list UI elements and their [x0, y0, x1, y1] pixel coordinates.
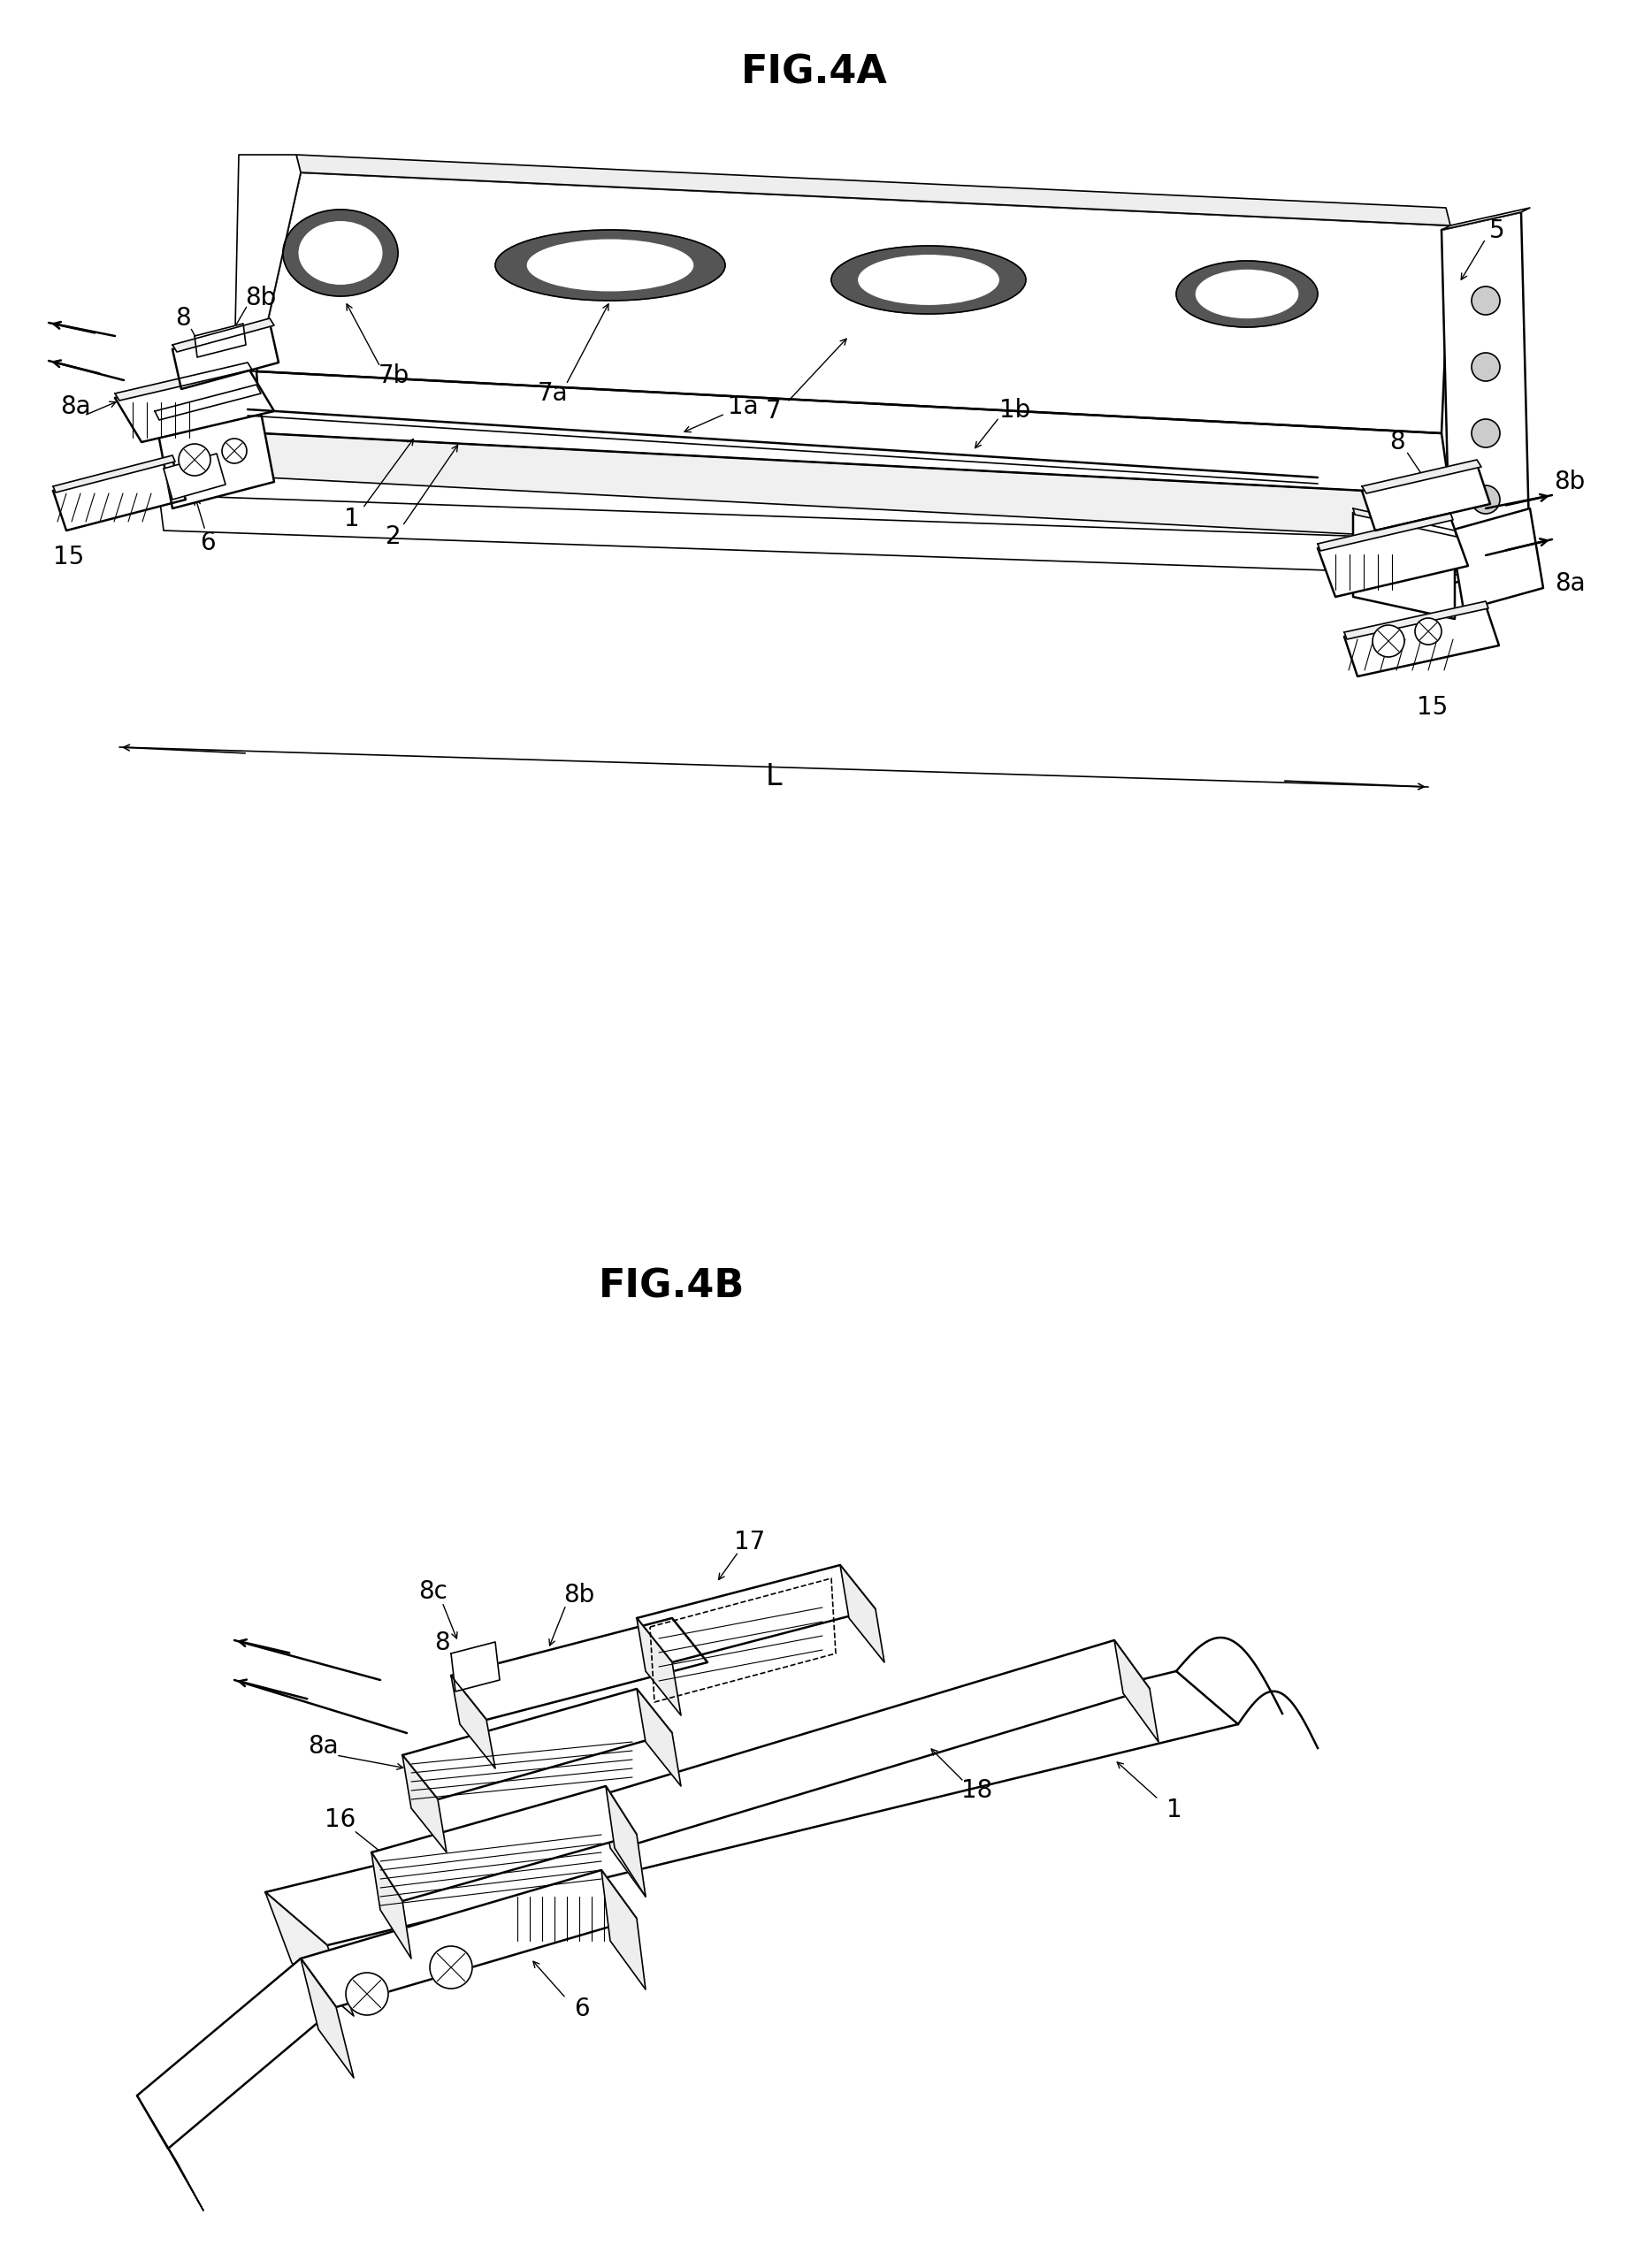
Ellipse shape: [528, 240, 692, 290]
Polygon shape: [402, 1690, 673, 1799]
Polygon shape: [1344, 606, 1499, 676]
Polygon shape: [371, 1787, 637, 1901]
Text: 15: 15: [1417, 694, 1448, 719]
Text: L: L: [766, 762, 782, 792]
Polygon shape: [637, 1690, 681, 1787]
Text: 8a: 8a: [1554, 572, 1585, 596]
Text: 6: 6: [200, 531, 215, 556]
Ellipse shape: [300, 222, 381, 284]
Polygon shape: [155, 390, 274, 508]
Text: 2: 2: [386, 524, 401, 549]
Polygon shape: [173, 322, 279, 390]
Polygon shape: [451, 1617, 707, 1719]
Text: 8a: 8a: [60, 395, 91, 420]
Circle shape: [1471, 485, 1500, 515]
Text: 15: 15: [54, 544, 85, 569]
Circle shape: [1416, 619, 1442, 644]
Polygon shape: [54, 456, 174, 492]
Polygon shape: [256, 172, 1450, 433]
Text: 8: 8: [1390, 429, 1406, 454]
Ellipse shape: [858, 256, 999, 304]
Polygon shape: [841, 1565, 885, 1662]
Polygon shape: [116, 363, 252, 401]
Polygon shape: [601, 1871, 645, 1989]
Text: 7a: 7a: [538, 381, 569, 406]
Polygon shape: [137, 1960, 336, 2148]
Polygon shape: [155, 386, 261, 420]
Polygon shape: [637, 1617, 681, 1715]
Text: 8c: 8c: [419, 1579, 448, 1603]
Text: 8b: 8b: [1554, 469, 1585, 494]
Polygon shape: [137, 2096, 204, 2211]
Polygon shape: [1354, 508, 1456, 538]
Polygon shape: [301, 1871, 637, 2007]
Circle shape: [430, 1946, 472, 1989]
Circle shape: [1471, 354, 1500, 381]
Polygon shape: [1442, 209, 1530, 229]
Polygon shape: [296, 154, 1450, 225]
Circle shape: [222, 438, 246, 463]
Polygon shape: [160, 494, 1458, 574]
Polygon shape: [601, 1640, 1150, 1844]
Ellipse shape: [831, 245, 1026, 313]
Polygon shape: [606, 1787, 645, 1896]
Text: 8a: 8a: [308, 1735, 339, 1758]
Ellipse shape: [495, 229, 725, 302]
Polygon shape: [301, 1960, 353, 2077]
Polygon shape: [1354, 513, 1455, 619]
Polygon shape: [1450, 508, 1543, 610]
Polygon shape: [1362, 465, 1491, 531]
Circle shape: [1373, 626, 1404, 658]
Text: 16: 16: [324, 1808, 357, 1833]
Polygon shape: [451, 1676, 495, 1769]
Polygon shape: [163, 454, 225, 499]
Text: 17: 17: [735, 1529, 766, 1554]
Polygon shape: [1318, 513, 1453, 551]
Polygon shape: [1442, 213, 1530, 583]
Polygon shape: [1362, 460, 1481, 494]
Circle shape: [179, 445, 210, 476]
Circle shape: [345, 1973, 388, 2014]
Polygon shape: [116, 367, 274, 442]
Text: 18: 18: [961, 1778, 992, 1803]
Ellipse shape: [1196, 270, 1298, 318]
Circle shape: [1471, 286, 1500, 315]
Polygon shape: [235, 154, 301, 372]
Text: 8: 8: [176, 306, 191, 331]
Ellipse shape: [1176, 261, 1318, 327]
Text: 6: 6: [573, 1996, 590, 2021]
Polygon shape: [266, 1672, 1238, 1946]
Text: 1a: 1a: [728, 395, 757, 420]
Text: 5: 5: [1489, 218, 1505, 243]
Circle shape: [1471, 420, 1500, 447]
Polygon shape: [1344, 601, 1489, 640]
Polygon shape: [601, 1794, 645, 1896]
Ellipse shape: [283, 209, 397, 297]
Polygon shape: [371, 1853, 411, 1960]
Polygon shape: [637, 1565, 875, 1662]
Text: 8b: 8b: [564, 1583, 595, 1608]
Polygon shape: [266, 1892, 353, 2016]
Text: FIG.4A: FIG.4A: [741, 54, 888, 91]
Polygon shape: [256, 372, 1450, 494]
Text: 8: 8: [435, 1631, 450, 1656]
Text: 1: 1: [344, 506, 360, 531]
Polygon shape: [1318, 517, 1468, 596]
Polygon shape: [451, 1642, 500, 1692]
Polygon shape: [1114, 1640, 1158, 1742]
Text: 8b: 8b: [246, 286, 277, 311]
Polygon shape: [54, 460, 186, 531]
Polygon shape: [402, 1755, 446, 1853]
Polygon shape: [194, 324, 246, 358]
Text: FIG.4B: FIG.4B: [599, 1268, 744, 1306]
Polygon shape: [173, 318, 274, 352]
Text: 7: 7: [766, 399, 782, 424]
Text: 1: 1: [1166, 1799, 1183, 1823]
Text: 1b: 1b: [1000, 397, 1031, 422]
Text: 7b: 7b: [378, 363, 409, 388]
Polygon shape: [261, 433, 1455, 540]
